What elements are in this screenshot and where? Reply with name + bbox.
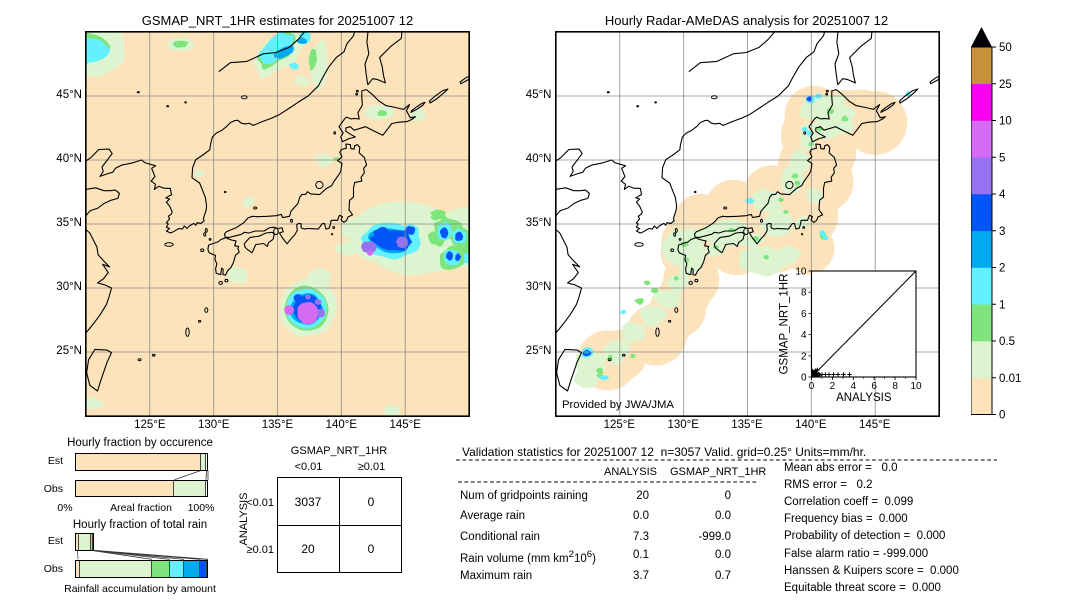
svg-text:25: 25	[999, 79, 1012, 91]
svg-text:4: 4	[800, 330, 806, 341]
svg-text:0: 0	[800, 372, 806, 383]
svg-text:1: 1	[999, 299, 1005, 311]
svg-text:50: 50	[999, 42, 1012, 54]
svg-text:10: 10	[795, 266, 807, 277]
svg-text:6: 6	[800, 308, 806, 319]
svg-text:0: 0	[808, 381, 814, 392]
svg-text:ANALYSIS: ANALYSIS	[836, 392, 892, 404]
svg-text:10: 10	[910, 381, 922, 392]
svg-text:GSMAP_NRT_1HR: GSMAP_NRT_1HR	[778, 273, 790, 374]
svg-text:4: 4	[999, 189, 1006, 201]
svg-text:2: 2	[800, 351, 806, 362]
svg-text:6: 6	[871, 381, 877, 392]
svg-text:Provided by JWA/JMA: Provided by JWA/JMA	[562, 399, 674, 411]
svg-text:0: 0	[999, 410, 1005, 422]
svg-text:10: 10	[999, 116, 1012, 128]
svg-text:8: 8	[892, 381, 898, 392]
svg-text:2: 2	[999, 263, 1005, 275]
svg-text:2: 2	[829, 381, 835, 392]
svg-text:0.5: 0.5	[999, 336, 1015, 348]
svg-text:3: 3	[999, 226, 1005, 238]
svg-text:4: 4	[850, 381, 856, 392]
svg-text:5: 5	[999, 152, 1005, 164]
svg-text:8: 8	[800, 287, 806, 298]
svg-text:0.01: 0.01	[999, 373, 1021, 385]
